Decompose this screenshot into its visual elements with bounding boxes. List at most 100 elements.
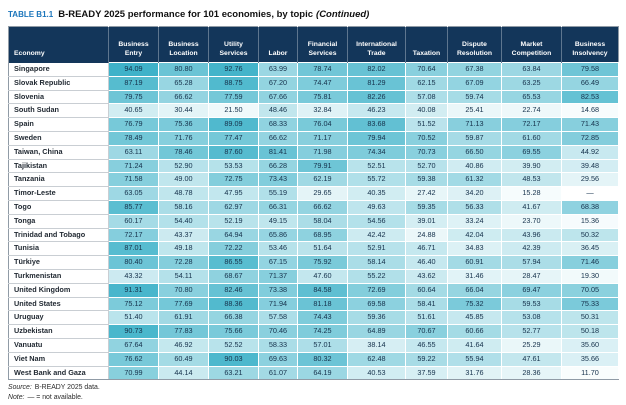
economy-cell: Vanuatu (8, 338, 109, 353)
score-cell: 52.77 (501, 324, 562, 339)
score-cell: 47.60 (297, 268, 348, 284)
score-cell: 43.62 (405, 268, 448, 284)
score-cell: 53.08 (501, 310, 562, 326)
score-cell: 77.59 (208, 89, 259, 105)
score-cell: 60.66 (447, 324, 502, 339)
score-cell: 30.44 (158, 103, 209, 119)
economy-cell: Slovak Republic (8, 76, 109, 91)
score-cell: 81.29 (347, 75, 406, 91)
score-cell: 58.14 (347, 255, 406, 270)
score-cell: 55.19 (258, 186, 298, 201)
table-row: South Sudan 40.65 30.44 21.50 48.46 32.84 46.2… (8, 103, 619, 119)
score-cell: 79.75 (108, 89, 159, 105)
economy-cell: Viet Nam (8, 352, 109, 367)
score-cell: 79.91 (297, 158, 348, 174)
score-cell: 51.52 (405, 117, 448, 132)
column-header: Utility Services (208, 26, 259, 63)
score-cell: 66.31 (258, 199, 298, 215)
economy-cell: South Sudan (8, 103, 109, 119)
table-number-label: TABLE B1.1 (8, 10, 54, 19)
score-cell: 48.78 (158, 186, 209, 201)
score-cell: 70.05 (561, 282, 619, 298)
table-row: Slovak Republic 87.19 65.28 88.75 67.20 74.47… (8, 75, 619, 91)
score-cell: 54.11 (158, 268, 209, 284)
score-cell: 42.39 (501, 241, 562, 257)
score-cell: 60.17 (108, 213, 159, 229)
score-cell: 80.80 (158, 62, 209, 77)
score-cell: 51.61 (405, 310, 448, 326)
economy-cell: Singapore (8, 62, 109, 77)
score-cell: 66.28 (258, 158, 298, 174)
score-cell: 71.13 (447, 117, 502, 132)
economy-cell: Slovenia (8, 90, 109, 105)
table-row: Türkiye 80.40 72.28 86.55 67.15 75.92 58.14 46.… (8, 255, 619, 270)
score-cell: 28.36 (501, 365, 562, 381)
table-row: Tonga 60.17 54.40 52.19 49.15 58.04 54.56 39.01… (8, 213, 619, 229)
score-cell: 54.56 (347, 213, 406, 229)
score-cell: 85.77 (108, 199, 159, 215)
economy-cell: Trinidad and Tobago (8, 228, 109, 243)
score-cell: 46.92 (158, 337, 209, 353)
score-cell: 75.66 (208, 324, 259, 339)
score-cell: 53.53 (208, 158, 259, 174)
score-cell: 88.36 (208, 296, 259, 312)
score-cell: 32.84 (297, 103, 348, 119)
score-cell: 52.70 (405, 158, 448, 174)
score-cell: 41.67 (501, 199, 562, 215)
score-cell: 43.32 (108, 268, 159, 284)
score-cell: 77.69 (158, 296, 209, 312)
score-cell: 43.37 (158, 227, 209, 243)
score-cell: 66.62 (297, 199, 348, 215)
score-cell: 15.36 (561, 213, 619, 229)
score-cell: 22.74 (501, 103, 562, 119)
score-cell: 70.99 (108, 365, 159, 381)
score-cell: 91.31 (108, 282, 159, 298)
score-cell: 37.59 (405, 365, 448, 381)
score-cell: 23.70 (501, 213, 562, 229)
table-row: Slovenia 79.75 66.62 77.59 67.66 75.81 82.26 57… (8, 89, 619, 105)
economy-cell: Tunisia (8, 241, 109, 257)
score-cell: 66.62 (158, 89, 209, 105)
score-cell: 75.12 (108, 296, 159, 312)
score-cell: 38.14 (347, 337, 406, 353)
score-cell: 70.64 (405, 62, 448, 77)
score-cell: 71.76 (158, 130, 209, 146)
table-row: Tanzania 71.58 49.00 72.75 73.43 62.19 55.72 59… (8, 172, 619, 188)
score-cell: 35.60 (561, 337, 619, 353)
score-cell: 15.28 (501, 186, 562, 201)
score-cell: 64.89 (347, 324, 406, 339)
score-cell: 55.72 (347, 172, 406, 188)
score-cell: 76.04 (297, 117, 348, 132)
table-row: West Bank and Gaza 70.99 44.14 63.21 61.07 64… (8, 365, 619, 381)
score-cell: 75.92 (297, 255, 348, 270)
table-row: Taiwan, China 63.11 78.46 87.60 81.41 71.98 74… (8, 144, 619, 160)
score-cell: 89.09 (208, 117, 259, 132)
score-cell: 82.26 (347, 89, 406, 105)
score-cell: 67.09 (447, 75, 502, 91)
score-cell: 72.17 (501, 117, 562, 132)
score-cell: 31.76 (447, 365, 502, 381)
table-row: Singapore 94.09 80.80 92.76 63.99 78.74 82.02 7… (8, 62, 619, 77)
score-cell: 63.84 (501, 62, 562, 77)
score-cell: 59.35 (405, 199, 448, 215)
score-cell: 75.33 (561, 296, 619, 312)
score-cell: 62.19 (297, 172, 348, 188)
score-cell: 69.55 (501, 144, 562, 160)
column-header: International Trade (347, 26, 406, 63)
score-cell: 78.46 (158, 144, 209, 160)
score-cell: 71.37 (258, 268, 298, 284)
score-cell: 69.47 (501, 282, 562, 298)
economy-cell: Türkiye (8, 255, 109, 270)
score-cell: 67.38 (447, 62, 502, 77)
score-cell: 71.46 (561, 255, 619, 270)
score-cell: 42.42 (347, 227, 406, 243)
table-row: Vanuatu 67.64 46.92 52.52 58.33 57.01 38.14 46.… (8, 337, 619, 353)
column-header: Dispute Resolution (447, 26, 502, 63)
score-cell: 70.73 (405, 144, 448, 160)
score-cell: 67.66 (258, 89, 298, 105)
score-cell: 70.80 (158, 282, 209, 298)
score-cell: 27.42 (405, 186, 448, 201)
score-cell: 66.50 (447, 144, 502, 160)
score-cell: 78.74 (297, 62, 348, 77)
